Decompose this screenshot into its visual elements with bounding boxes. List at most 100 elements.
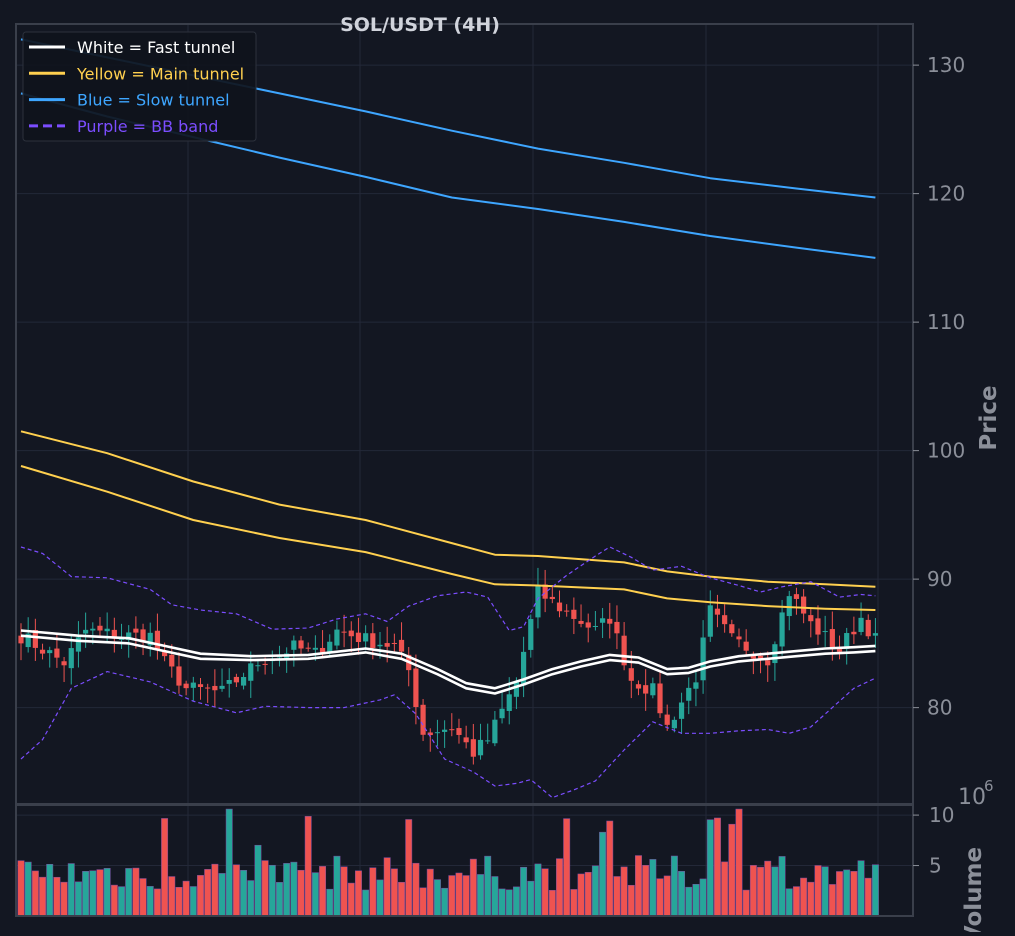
volume-bar (218, 873, 226, 917)
candle-body (858, 617, 864, 632)
volume-bar (254, 844, 262, 917)
candle-body (205, 687, 211, 689)
candle (872, 618, 879, 648)
candle-body (348, 630, 354, 637)
candle (607, 602, 613, 639)
candle-body (492, 719, 498, 744)
candle (54, 634, 60, 668)
candle-body (75, 637, 82, 652)
candle-body (68, 648, 74, 669)
candle-body (477, 739, 484, 756)
volume-bar (67, 863, 75, 917)
candle-body (413, 668, 419, 707)
volume-bar (168, 876, 176, 917)
candle-body (47, 650, 53, 654)
volume-bar (433, 879, 441, 917)
volume-bar (462, 875, 470, 917)
volume-bar (261, 860, 269, 917)
volume-bar (505, 889, 513, 917)
candle-body (298, 640, 304, 649)
volume-bar (699, 878, 707, 917)
candle-body (355, 632, 362, 643)
candle (420, 699, 426, 742)
volume-bar (663, 875, 671, 917)
volume-bar (771, 866, 779, 917)
candle (434, 719, 441, 747)
volume-bar (620, 866, 628, 917)
candle (858, 602, 864, 636)
volume-bar (146, 886, 154, 917)
candle (801, 589, 807, 624)
candle-body (750, 654, 756, 659)
candle (39, 643, 46, 660)
candle (564, 604, 570, 617)
candle (678, 692, 685, 734)
volume-bar (692, 884, 700, 917)
candle-body (140, 629, 146, 643)
candle-body (126, 632, 132, 640)
volume-bar (139, 878, 147, 917)
volume-bar (656, 878, 664, 917)
legend-label: White = Fast tunnel (77, 38, 235, 57)
candle (140, 623, 146, 656)
candle-body (664, 714, 670, 725)
volume-bar (757, 866, 764, 917)
volume-tick-label: 5 (929, 854, 942, 878)
volume-bar (807, 881, 815, 917)
candle (521, 636, 527, 698)
volume-bar (355, 870, 362, 917)
candle-body (872, 633, 879, 636)
candle-body (815, 618, 821, 635)
candle (542, 569, 548, 613)
volume-bar (749, 865, 757, 917)
volume-bar (821, 866, 829, 917)
candle-body (434, 732, 441, 734)
candle (212, 669, 218, 707)
volume-bar (850, 871, 858, 917)
candle-body (779, 612, 785, 647)
volume-axis-label: Volume (961, 847, 987, 932)
candle (147, 622, 153, 657)
candle (334, 620, 340, 650)
candle-body (54, 648, 60, 658)
candle (341, 614, 347, 648)
volume-bar (125, 868, 133, 917)
volume-bar (706, 819, 714, 917)
volume-bar (39, 876, 46, 917)
volume-bar (721, 861, 729, 917)
volume-bar (864, 877, 872, 917)
candle-body (757, 655, 764, 659)
volume-bar (405, 819, 413, 917)
legend-label: Blue = Slow tunnel (77, 91, 230, 110)
volume-bar (319, 866, 327, 917)
volume-bar (577, 873, 585, 917)
price-tick-label: 120 (927, 182, 965, 206)
volume-bar (60, 881, 68, 917)
candle-body (154, 630, 161, 650)
volume-bar (541, 868, 549, 917)
volume-bar (591, 865, 599, 917)
candle (865, 614, 871, 640)
volume-bar (735, 808, 743, 917)
candle (793, 587, 800, 615)
volume-bar (247, 880, 255, 917)
volume-bar (189, 886, 197, 917)
volume-bar (175, 887, 183, 917)
candle (822, 615, 828, 647)
volume-bar (89, 870, 97, 917)
volume-bar (778, 856, 786, 917)
candle (61, 656, 67, 683)
volume-panel: 5 10 (15, 803, 954, 917)
price-tick-label: 100 (927, 439, 965, 463)
candle (348, 621, 354, 652)
volume-bar (369, 867, 377, 917)
price-tick-label: 130 (927, 53, 965, 77)
volume-y-axis: 5 10 (913, 803, 954, 878)
candle (599, 607, 606, 639)
candle-body (743, 641, 749, 651)
candle-body (578, 620, 584, 624)
volume-bar (182, 880, 190, 917)
candle-body (197, 684, 204, 687)
candle-body (556, 602, 563, 612)
candle-body (111, 629, 117, 639)
